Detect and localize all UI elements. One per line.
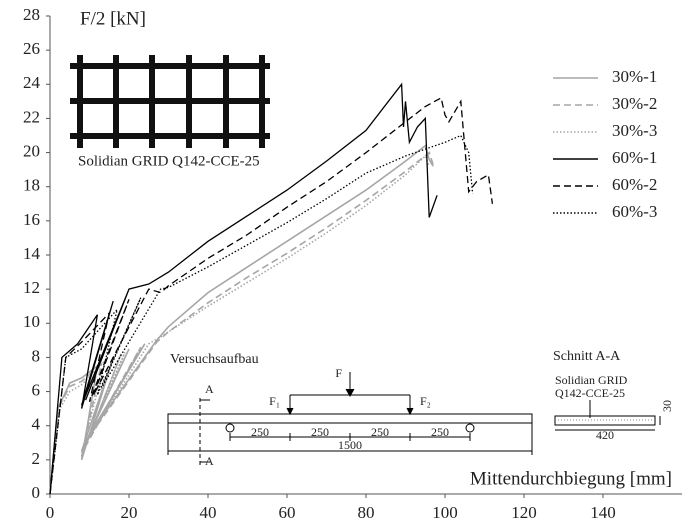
force-label: F [335, 366, 342, 380]
y-tick-label: 10 [23, 312, 40, 331]
section-material: Solidian GRID [555, 373, 628, 387]
section-mark: A [205, 454, 214, 468]
y-tick-label: 8 [32, 346, 41, 365]
y-tick-label: 26 [23, 39, 40, 58]
chart: F/2 [kN] Mittendurchbiegung [mm] Solidia… [0, 0, 686, 526]
section-mark: A [205, 382, 214, 396]
force-label: F₁ [269, 394, 280, 408]
y-tick-label: 12 [23, 278, 40, 297]
y-tick-label: 22 [23, 107, 40, 126]
y-axis-label: F/2 [kN] [80, 8, 146, 29]
x-tick-label: 40 [200, 503, 217, 522]
x-tick-label: 100 [432, 503, 458, 522]
legend-label: 60%-1 [612, 148, 657, 167]
y-tick-label: 20 [23, 141, 40, 160]
x-tick-label: 20 [121, 503, 138, 522]
y-tick-label: 16 [23, 210, 40, 229]
span-label: 250 [311, 425, 329, 439]
span-label: 250 [251, 425, 269, 439]
series-line [50, 136, 473, 495]
section-width: 420 [596, 428, 614, 442]
legend-label: 60%-3 [612, 202, 657, 221]
image-caption: Solidian GRID Q142-CCE-25 [78, 153, 260, 169]
section-title: Schnitt A-A [553, 349, 621, 364]
y-tick-label: 6 [32, 380, 41, 399]
legend-label: 30%-1 [612, 67, 657, 86]
legend-label: 30%-3 [612, 121, 657, 140]
y-tick-label: 28 [23, 5, 40, 24]
force-label: F₂ [420, 394, 431, 408]
x-tick-label: 60 [279, 503, 296, 522]
span-label: 250 [371, 425, 389, 439]
span-label: 250 [431, 425, 449, 439]
y-tick-label: 2 [32, 449, 41, 468]
legend-label: 30%-2 [612, 94, 657, 113]
y-tick-label: 4 [32, 415, 41, 434]
setup-title: Versuchsaufbau [170, 352, 259, 367]
y-tick-label: 24 [23, 73, 41, 92]
x-axis-label: Mittendurchbiegung [mm] [470, 468, 672, 489]
length-label: 1500 [338, 438, 362, 452]
y-tick-label: 18 [23, 176, 40, 195]
x-tick-label: 140 [590, 503, 616, 522]
section-height: 30 [660, 400, 674, 412]
y-tick-label: 14 [23, 244, 41, 263]
x-tick-label: 0 [46, 503, 55, 522]
x-tick-label: 80 [358, 503, 375, 522]
y-tick-label: 0 [32, 483, 41, 502]
section-material: Q142-CCE-25 [555, 386, 625, 400]
x-tick-label: 120 [511, 503, 537, 522]
legend-label: 60%-2 [612, 175, 657, 194]
grid-photo [70, 55, 270, 150]
